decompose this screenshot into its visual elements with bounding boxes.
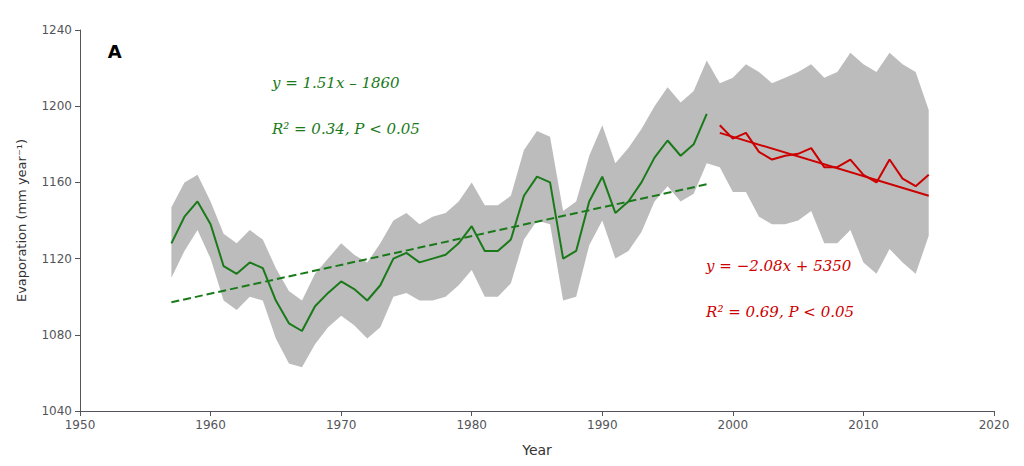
svg-text:1200: 1200 [41,99,72,113]
svg-text:2010: 2010 [848,418,879,432]
svg-text:1160: 1160 [41,175,72,189]
svg-text:2020: 2020 [979,418,1010,432]
svg-text:y = 1.51x – 1860: y = 1.51x – 1860 [271,74,400,92]
svg-text:A: A [108,41,122,62]
svg-text:1990: 1990 [587,418,618,432]
svg-text:1960: 1960 [195,418,226,432]
svg-text:R² = 0.34, P < 0.05: R² = 0.34, P < 0.05 [271,120,420,138]
svg-text:R² = 0.69, P < 0.05: R² = 0.69, P < 0.05 [705,303,854,321]
svg-text:1080: 1080 [41,328,72,342]
svg-text:1970: 1970 [326,418,357,432]
svg-text:1980: 1980 [456,418,487,432]
svg-text:1950: 1950 [65,418,96,432]
svg-text:Year: Year [521,442,552,458]
svg-text:1040: 1040 [41,404,72,418]
svg-text:y = −2.08x + 5350: y = −2.08x + 5350 [705,257,852,275]
svg-text:1240: 1240 [41,23,72,37]
svg-text:1120: 1120 [41,252,72,266]
svg-text:2000: 2000 [718,418,749,432]
svg-text:Evaporation (mm year⁻¹): Evaporation (mm year⁻¹) [14,139,29,302]
